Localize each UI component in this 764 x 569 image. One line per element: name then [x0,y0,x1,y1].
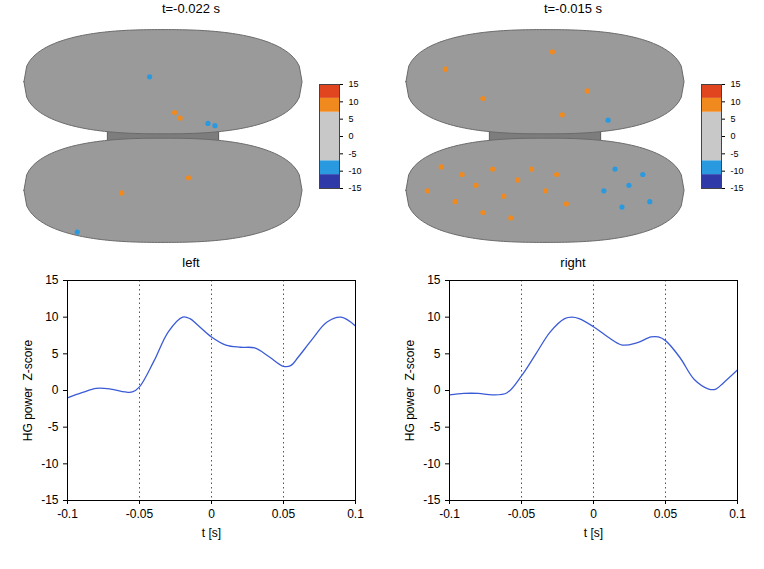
html-text:right: right [560,255,586,270]
svg-text:-0.1: -0.1 [57,507,78,521]
svg-text:t [s]: t [s] [202,526,221,540]
svg-text:0: 0 [349,131,354,141]
svg-text:10: 10 [349,97,359,107]
svg-text:-10: -10 [731,166,744,176]
svg-text:-5: -5 [731,149,739,159]
html-text:t=-0.022 s: t=-0.022 s [161,1,221,16]
svg-text:-15: -15 [731,183,744,193]
svg-text:5: 5 [434,347,441,361]
svg-text:-5: -5 [430,420,441,434]
svg-text:-0.05: -0.05 [126,507,154,521]
svg-text:-5: -5 [349,149,357,159]
svg-text:15: 15 [731,79,741,89]
svg-text:-0.1: -0.1 [439,507,460,521]
svg-text:t [s]: t [s] [584,526,603,540]
svg-text:HG power Z-score: HG power Z-score [21,339,35,441]
svg-text:10: 10 [731,97,741,107]
svg-text:0.05: 0.05 [654,507,678,521]
svg-text:10: 10 [427,310,441,324]
svg-text:0.05: 0.05 [272,507,296,521]
svg-text:-0.05: -0.05 [508,507,536,521]
html-text:left: left [182,255,200,270]
svg-text:10: 10 [45,310,59,324]
svg-text:-10: -10 [41,457,59,471]
svg-text:-15: -15 [423,493,441,507]
svg-text:15: 15 [427,273,441,287]
svg-text:5: 5 [52,347,59,361]
svg-text:-10: -10 [349,166,362,176]
svg-text:15: 15 [349,79,359,89]
svg-text:0.1: 0.1 [347,507,364,521]
svg-text:5: 5 [731,114,736,124]
svg-text:-10: -10 [423,457,441,471]
svg-text:5: 5 [349,114,354,124]
svg-text:HG power Z-score: HG power Z-score [403,339,417,441]
svg-text:-15: -15 [41,493,59,507]
svg-text:0: 0 [434,383,441,397]
svg-text:0: 0 [52,383,59,397]
svg-text:0.1: 0.1 [729,507,746,521]
svg-text:0: 0 [208,507,215,521]
svg-text:0: 0 [590,507,597,521]
html-text:t=-0.015 s: t=-0.015 s [543,1,603,16]
svg-text:-5: -5 [48,420,59,434]
svg-text:15: 15 [45,273,59,287]
svg-text:0: 0 [731,131,736,141]
svg-text:-15: -15 [349,183,362,193]
